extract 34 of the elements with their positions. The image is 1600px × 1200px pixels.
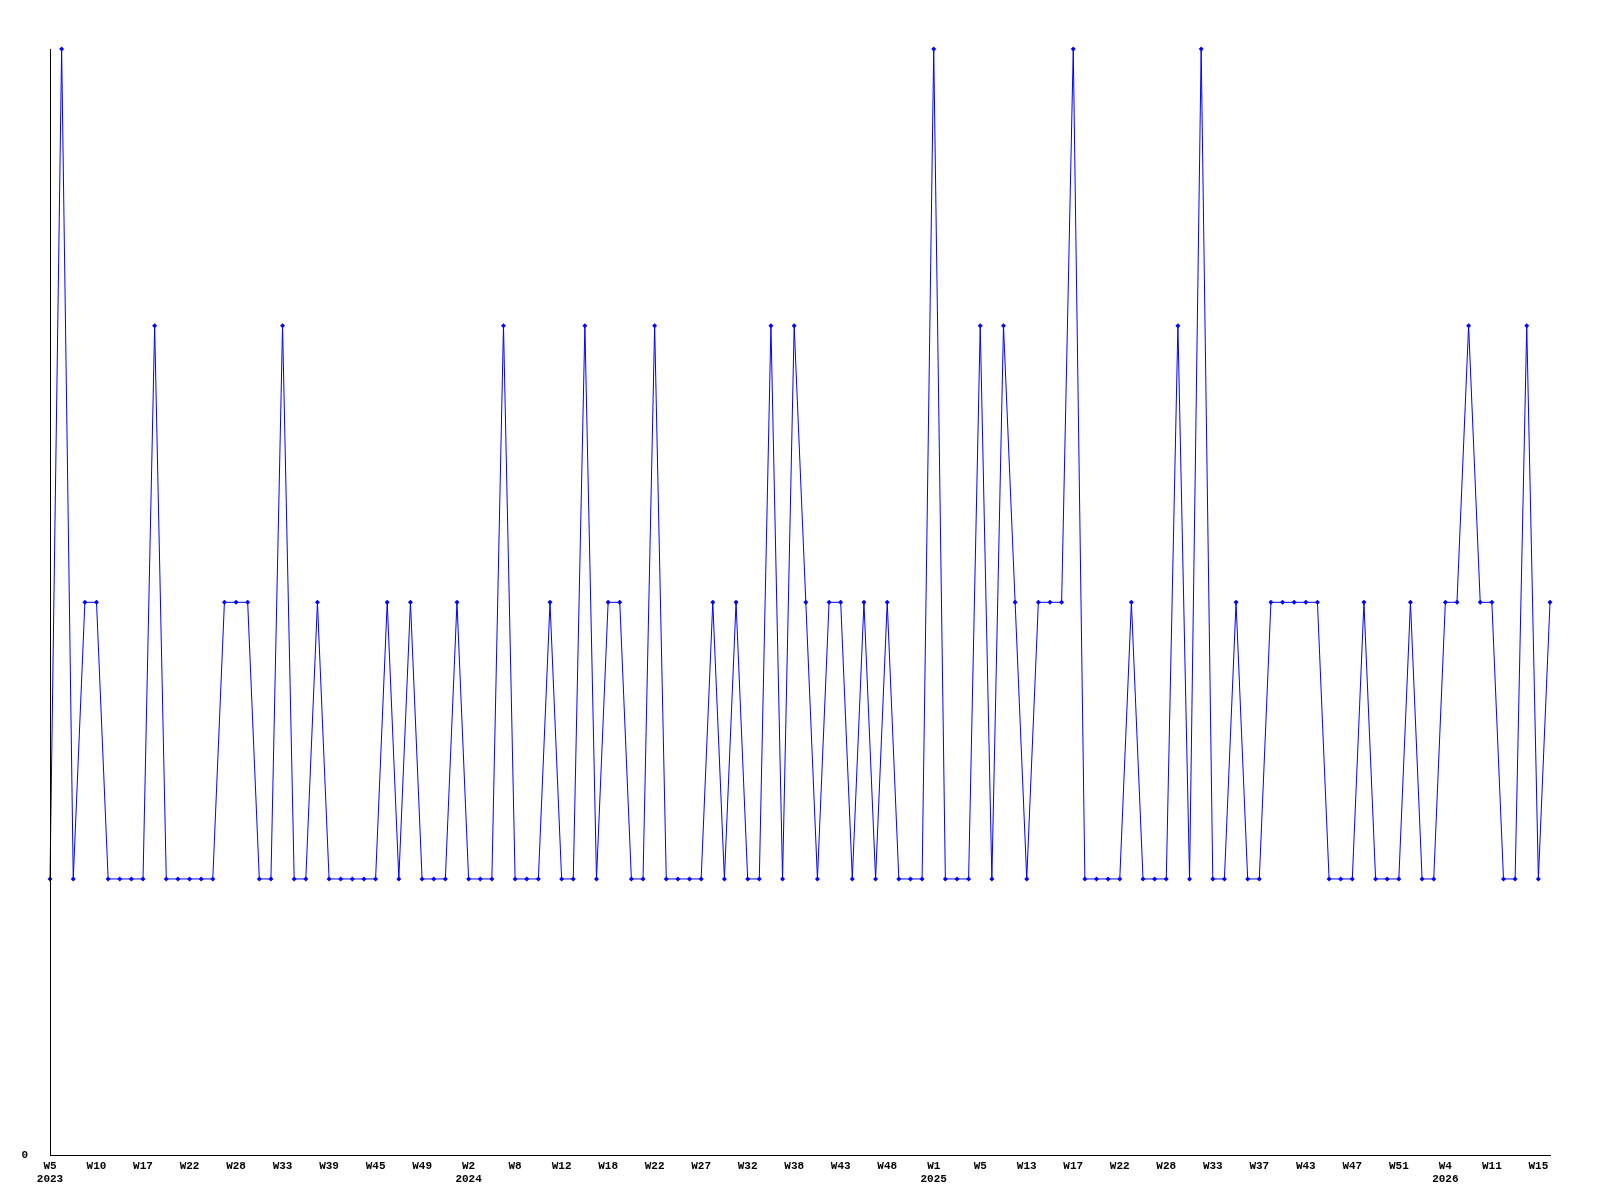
x-tick-label: W22 — [1109, 1159, 1130, 1172]
x-tick-label: W32 — [737, 1159, 758, 1172]
x-tick-label: W43 — [830, 1159, 851, 1172]
x-tick-label: W4 2026 — [1432, 1159, 1459, 1186]
x-tick-label: W17 — [1063, 1159, 1084, 1172]
x-tick-label: W10 — [86, 1159, 107, 1172]
text: 0 — [21, 1149, 28, 1162]
x-tick-label: W17 — [133, 1159, 153, 1172]
x-tick-label: W15 — [1528, 1159, 1549, 1172]
x-tick-label: W8 — [508, 1159, 523, 1172]
x-tick-label: W13 — [1016, 1159, 1038, 1172]
x-tick-label: W51 — [1388, 1159, 1410, 1172]
x-tick-label: W11 — [1481, 1159, 1503, 1172]
x-tick-label: W12 — [551, 1159, 572, 1172]
x-tick-label: W38 — [784, 1159, 805, 1172]
x-tick-label: W28 — [1156, 1159, 1177, 1172]
x-tick-label: W39 — [319, 1159, 339, 1172]
x-tick-label: W47 — [1342, 1159, 1363, 1172]
x-tick-label: W48 — [877, 1159, 898, 1172]
x-tick-label: W27 — [691, 1159, 712, 1172]
x-tick-label: W37 — [1249, 1159, 1270, 1172]
x-tick-label: W43 — [1295, 1159, 1317, 1172]
x-tick-label: W22 — [644, 1159, 665, 1172]
x-tick-label: W33 — [272, 1159, 293, 1172]
x-tick-label: W49 — [412, 1159, 432, 1172]
x-tick-label: W28 — [226, 1159, 247, 1172]
x-tick-label: W45 — [365, 1159, 386, 1172]
x-tick-label: W5 2023 — [36, 1159, 64, 1186]
x-tick-label: W5 — [973, 1159, 988, 1172]
x-tick-label: W18 — [598, 1159, 619, 1172]
x-tick-label: W2 2024 — [455, 1159, 483, 1186]
x-tick-label: W1 2025 — [920, 1159, 948, 1186]
x-tick-label: W22 — [179, 1159, 200, 1172]
x-tick-label: W33 — [1202, 1159, 1224, 1172]
